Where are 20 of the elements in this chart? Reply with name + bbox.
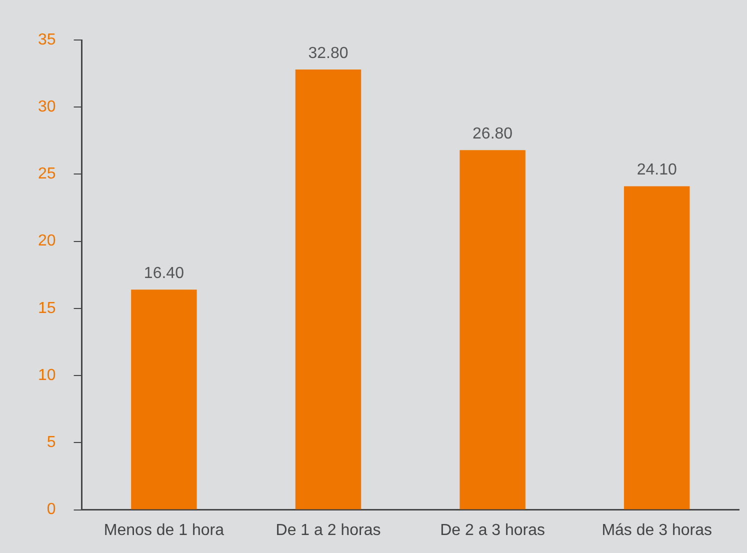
x-tick-label: De 2 a 3 horas (440, 522, 546, 539)
data-label: 26.80 (472, 125, 513, 142)
x-tick-label: De 1 a 2 horas (276, 522, 381, 539)
y-tick-label: 25 (38, 166, 56, 183)
y-tick-label: 30 (38, 98, 56, 116)
data-label: 32.80 (308, 44, 348, 62)
y-tick-label: 0 (46, 501, 56, 518)
y-tick-label: 35 (38, 31, 56, 48)
y-tick-label: 10 (38, 366, 56, 384)
bar (624, 186, 690, 510)
bar (295, 70, 362, 510)
data-label: 16.40 (144, 265, 184, 282)
data-label: 24.10 (636, 162, 677, 179)
x-tick-label: Menos de 1 hora (104, 522, 224, 539)
bar (460, 150, 526, 510)
y-tick-label: 15 (38, 300, 56, 317)
y-tick-label: 20 (38, 232, 56, 250)
bar (131, 290, 197, 510)
x-tick-label: Más de 3 horas (602, 522, 712, 539)
y-tick-label: 5 (46, 434, 56, 452)
